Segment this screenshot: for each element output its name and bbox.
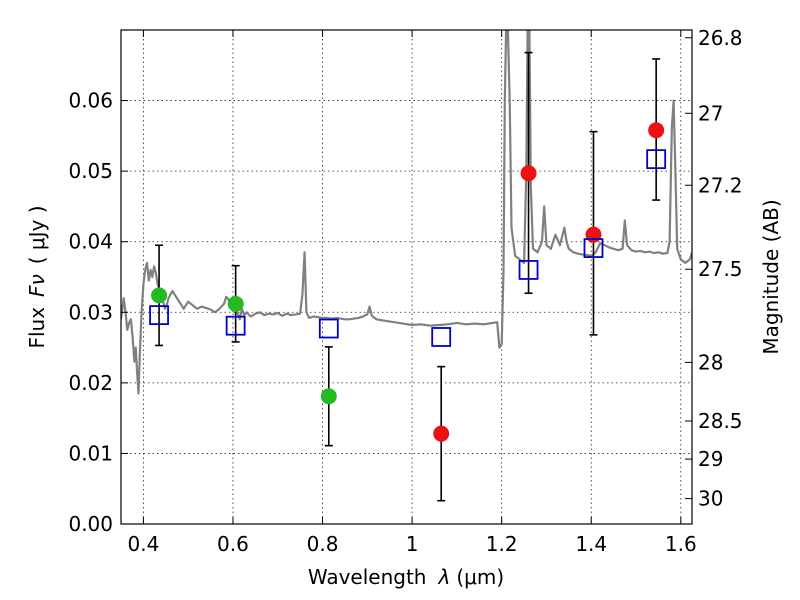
model-square [646,149,667,170]
x-tick-label: 1.4 [575,532,607,556]
y2-tick-label: 28 [698,350,723,374]
y2-axis-label: Magnitude (AB) [759,199,783,354]
x-tick-label: 1.2 [486,532,518,556]
model-square [318,318,339,339]
data-markers [149,122,667,442]
model-square [431,327,452,347]
error-bars [155,51,661,502]
model-square [583,238,604,258]
x-tick-label: 0.8 [307,532,339,556]
model-spectrum [121,30,692,395]
observed-point [433,425,450,442]
y-tick-label: 0.03 [68,300,113,324]
y-tick-label: 0.05 [68,159,113,183]
y-tick-label: 0.04 [68,230,113,254]
x-tick-label: 0.6 [217,532,249,556]
model-square [518,260,539,280]
y2-tick-label: 27 [698,101,723,125]
observed-point [585,226,602,243]
model-square [225,315,246,336]
observed-point [648,122,665,139]
y2-tick-label: 26.8 [698,26,743,50]
x-tick-label: 1.6 [665,532,697,556]
observed-point [227,295,244,312]
y2-tick-label: 27.5 [698,257,743,281]
plot-frame [120,29,693,525]
y-tick-label: 0.06 [68,89,113,113]
x-tick-label: 1 [406,532,419,556]
x-axis-label: Wavelength λ (μm) [308,565,504,589]
y2-tick-label: 27.2 [698,173,743,197]
axis-ticks: 0.4 0.6 0.8 1 1.2 1.4 1.6 0.00 0.01 0.02 0.03 0.04 0… [68,26,742,556]
observed-point [520,165,537,182]
y-tick-label: 0.01 [68,441,113,465]
spectrum-line [121,30,692,395]
y2-tick-label: 28.5 [698,409,743,433]
observed-point [320,388,337,405]
grid [121,30,692,524]
observed-point [151,287,168,304]
y2-tick-label: 30 [698,487,723,511]
y-axis-label: FluxFν( μJy ) [25,205,49,348]
model-square [149,305,169,326]
y-tick-label: 0.02 [68,371,113,395]
y-tick-label: 0.00 [68,512,113,536]
y2-tick-label: 29 [698,447,723,471]
x-tick-label: 0.4 [127,532,159,556]
